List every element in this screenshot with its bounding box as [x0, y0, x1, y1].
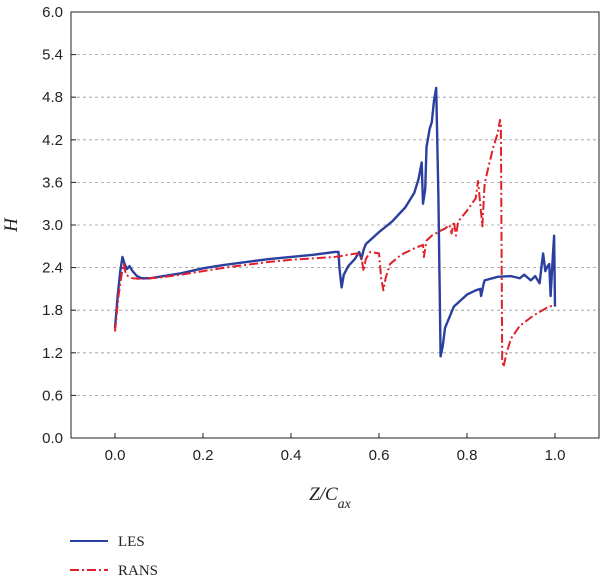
x-axis-title-subscript: ax	[338, 497, 352, 512]
gridlines	[71, 54, 599, 396]
y-tick-label: 6.0	[42, 4, 63, 21]
y-tick-label: 1.8	[42, 302, 63, 319]
x-axis-title-main: Z/C	[309, 484, 338, 505]
x-axis-title: Z/Cax	[309, 484, 352, 512]
y-tick-label: 0.6	[42, 387, 63, 404]
legend-rans-label: RANS	[118, 563, 158, 579]
y-tick-label: 3.6	[42, 174, 63, 191]
y-tick-label: 1.2	[42, 345, 63, 362]
series-lines	[113, 86, 557, 368]
y-tick-label: 4.8	[42, 89, 63, 106]
series-line-les	[113, 86, 557, 358]
x-tick-label: 0.6	[369, 447, 390, 464]
y-tick-label: 4.2	[42, 132, 63, 149]
x-tick-label: 0.8	[457, 447, 478, 464]
y-tick-label: 2.4	[42, 260, 63, 277]
legend-les-label: LES	[118, 534, 145, 550]
axis-ticks: 0.0 0.6 1.2 1.8 2.4 3.0 3.6 4.2 4.8 5.4 6.0 0.0 0.2 0…	[42, 4, 565, 464]
y-axis-title: H	[1, 217, 22, 233]
y-tick-label: 3.0	[42, 217, 63, 234]
x-tick-label: 1.0	[545, 447, 566, 464]
legend: LES RANS	[70, 534, 158, 579]
x-tick-label: 0.0	[105, 447, 126, 464]
y-tick-label: 5.4	[42, 47, 63, 64]
x-tick-label: 0.4	[281, 447, 302, 464]
series-line-rans	[114, 118, 556, 368]
y-tick-label: 0.0	[42, 430, 63, 447]
x-tick-label: 0.2	[193, 447, 214, 464]
